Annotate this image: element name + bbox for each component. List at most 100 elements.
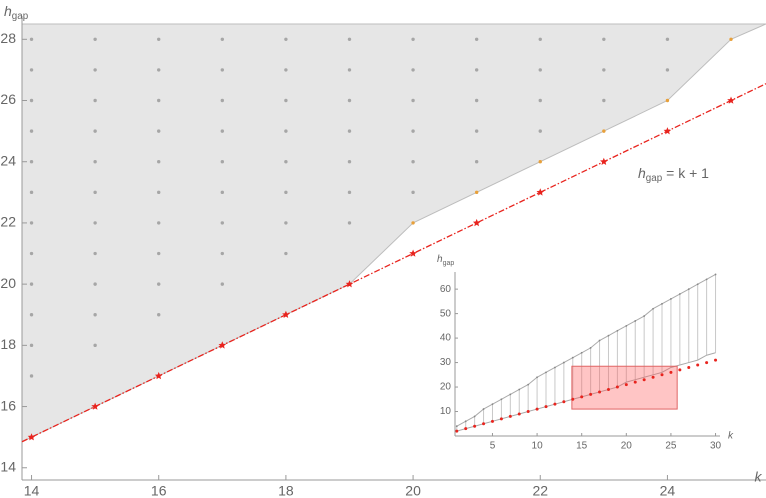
red-point [490, 419, 494, 423]
red-point [678, 368, 682, 372]
point [157, 313, 161, 317]
y-tick-label: 28 [0, 30, 16, 46]
x-tick-label: 16 [151, 483, 167, 498]
red-point [687, 365, 691, 369]
red-point [553, 402, 557, 406]
point [29, 190, 34, 195]
point [93, 251, 97, 256]
upper-point [625, 324, 628, 327]
point [665, 68, 670, 72]
y-tick-label: 20 [440, 382, 452, 393]
point [29, 374, 34, 378]
annotation: hgap = k + 1 [638, 165, 709, 184]
red-point [660, 373, 664, 377]
label-sub: gap [443, 260, 455, 267]
lower [456, 352, 716, 432]
point [220, 190, 225, 195]
point [665, 98, 670, 103]
point [347, 37, 352, 42]
point [29, 129, 34, 133]
zoom-region [571, 365, 678, 410]
point [157, 282, 161, 286]
y-axis-label: hgap [437, 254, 454, 267]
point [157, 129, 161, 133]
point [347, 129, 352, 133]
point [93, 37, 97, 42]
point [29, 98, 34, 103]
label-rest: = k + 1 [666, 165, 709, 181]
point [220, 282, 225, 286]
point [93, 160, 97, 164]
red-point [580, 395, 584, 399]
y-tick-label: 10 [440, 406, 452, 417]
y-tick-label: 60 [440, 284, 452, 295]
upper-point [670, 298, 672, 300]
point [29, 221, 34, 225]
x-tick-label: 5 [490, 441, 496, 452]
point [93, 129, 97, 133]
red-point [526, 410, 530, 414]
upper-point [500, 398, 503, 401]
red-point [669, 370, 673, 374]
upper-point [580, 351, 583, 354]
point [411, 221, 415, 225]
label-sub: gap [646, 173, 663, 184]
point [93, 68, 97, 72]
point [347, 68, 352, 72]
point [474, 98, 479, 103]
red-point [696, 363, 700, 367]
point [474, 160, 479, 164]
x-tick-label: 25 [665, 441, 677, 452]
upper-point [678, 293, 681, 295]
upper-point [571, 356, 574, 359]
point [284, 251, 288, 256]
red-point [455, 429, 459, 433]
upper-point [661, 302, 663, 305]
point [474, 129, 479, 133]
star-point [472, 218, 481, 227]
point [157, 68, 161, 72]
point [284, 221, 288, 225]
point [220, 98, 225, 103]
upper-point [598, 339, 601, 342]
point [157, 190, 161, 195]
label-main: h [4, 3, 12, 19]
point [538, 98, 542, 103]
red-point [589, 392, 593, 396]
point [729, 37, 733, 42]
point [157, 221, 161, 225]
y-tick-label: 26 [0, 91, 16, 107]
point [347, 190, 352, 195]
red-point [535, 407, 539, 411]
red-point [633, 380, 637, 384]
red-point [606, 387, 610, 391]
y-tick-label: 40 [440, 333, 452, 344]
point [538, 160, 542, 164]
red-point [598, 390, 602, 394]
upper-point [509, 393, 512, 396]
y-tick-label: 20 [0, 275, 16, 291]
point [220, 160, 225, 164]
red-point [473, 424, 477, 428]
point [220, 251, 225, 256]
red-point [499, 417, 503, 421]
point [347, 98, 352, 103]
point [411, 160, 415, 164]
point [411, 98, 415, 103]
point [284, 68, 288, 72]
point [93, 343, 97, 348]
x-tick-label: 20 [621, 441, 633, 452]
red-point [571, 397, 575, 401]
point [538, 129, 542, 133]
red-point [508, 414, 512, 418]
point [411, 37, 415, 42]
point [93, 98, 97, 103]
point [157, 251, 161, 256]
x-tick-label: 15 [576, 441, 588, 452]
point [29, 37, 34, 42]
point [411, 129, 415, 133]
red-point [464, 427, 468, 431]
red-point [562, 400, 566, 404]
x-tick-label: 18 [278, 483, 294, 498]
